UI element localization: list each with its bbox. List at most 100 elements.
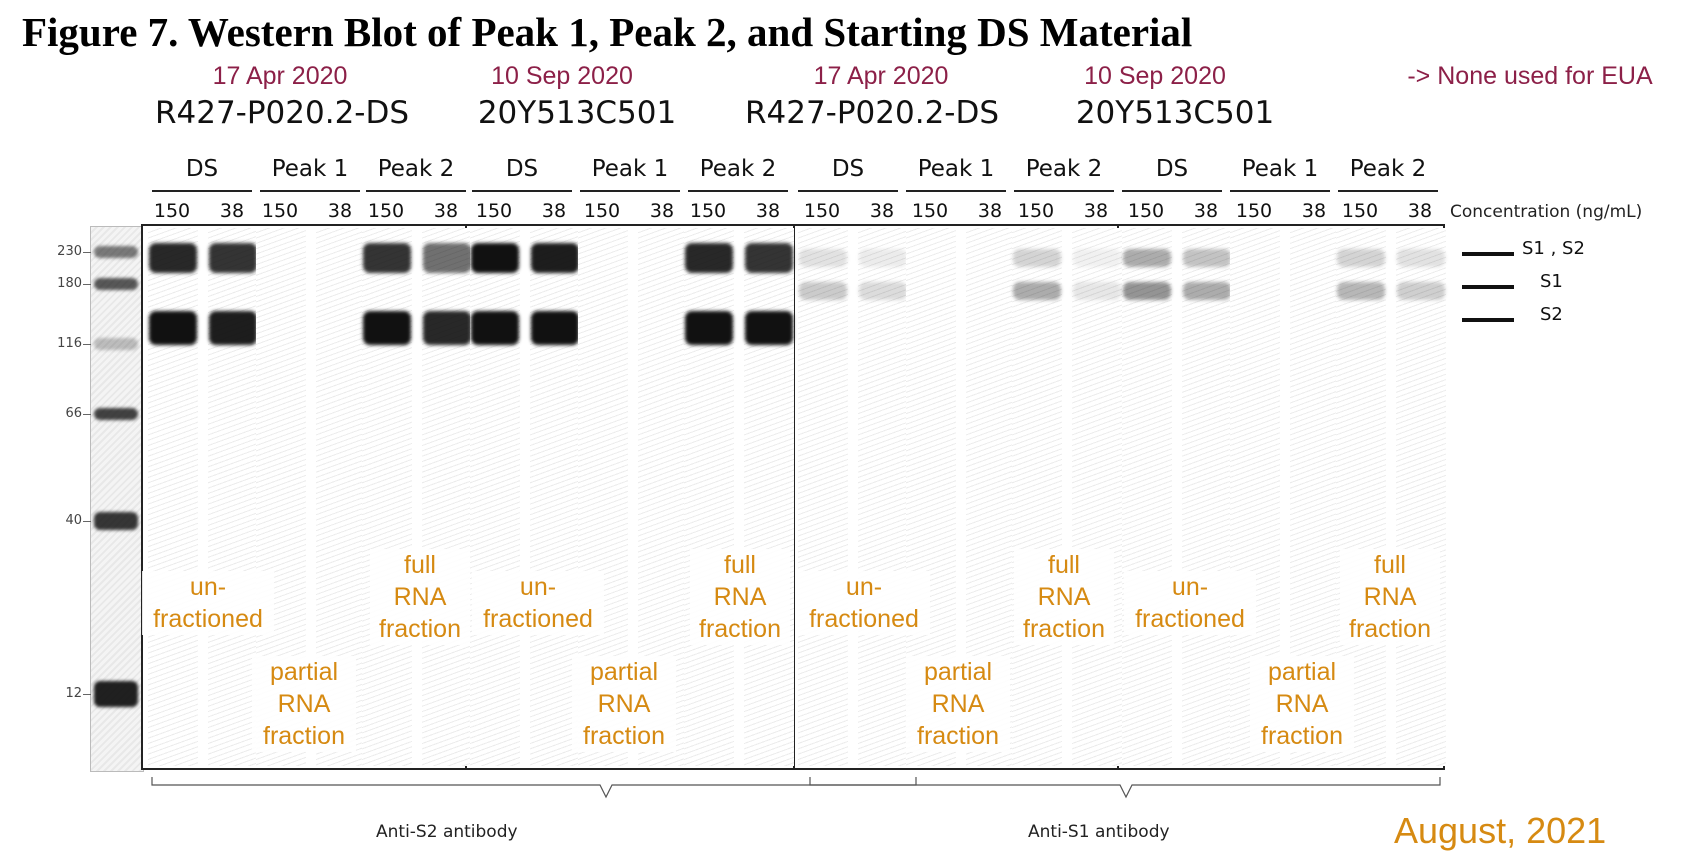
gel-lane xyxy=(208,228,258,766)
eua-note: -> None used for EUA xyxy=(1407,62,1653,90)
arrow-s1 xyxy=(1462,285,1514,289)
group-underline xyxy=(260,190,360,192)
annotation-full-rna-fraction: full RNA fraction xyxy=(1014,549,1114,645)
band-s2 xyxy=(363,311,411,345)
mw-marker-40: 40 xyxy=(65,513,82,528)
band-s2 xyxy=(745,311,793,345)
date-label-1: 17 Apr 2020 xyxy=(212,62,348,90)
group-label: Peak 1 xyxy=(591,156,669,182)
band-s1s2 xyxy=(859,249,907,267)
gel-lane xyxy=(422,228,472,766)
concentration-38: 38 xyxy=(755,200,781,222)
lot-label-1: R427-P020.2-DS xyxy=(154,95,410,131)
band-s1 xyxy=(859,282,907,300)
annotation-unfractioned: un-fractioned xyxy=(142,571,274,635)
band-s1s2 xyxy=(531,243,579,273)
antibody-label-s1: Anti-S1 antibody xyxy=(1028,822,1170,842)
mw-tick xyxy=(83,694,91,695)
group-underline xyxy=(688,190,788,192)
band-s1s2 xyxy=(1073,249,1121,267)
gel-lane xyxy=(1182,228,1232,766)
band-label-s1s2: S1 , S2 xyxy=(1522,238,1585,259)
concentration-38: 38 xyxy=(1407,200,1433,222)
annotation-full-rna-fraction: full RNA fraction xyxy=(690,549,790,645)
mw-tick xyxy=(83,284,91,285)
concentration-38: 38 xyxy=(433,200,459,222)
band-s1s2 xyxy=(423,243,471,273)
group-underline xyxy=(472,190,572,192)
concentration-label: Concentration (ng/mL) xyxy=(1450,202,1643,222)
ladder-band xyxy=(94,338,138,350)
group-underline xyxy=(580,190,680,192)
concentration-38: 38 xyxy=(219,200,245,222)
group-underline xyxy=(1122,190,1222,192)
concentration-150: 150 xyxy=(583,200,621,222)
concentration-38: 38 xyxy=(1083,200,1109,222)
band-s1s2 xyxy=(1013,249,1061,267)
band-s2 xyxy=(209,311,257,345)
band-s1s2 xyxy=(149,243,197,273)
annotation-partial-rna-fraction: partial RNA fraction xyxy=(1250,656,1354,752)
group-underline xyxy=(366,190,466,192)
group-label: Peak 1 xyxy=(917,156,995,182)
gel-lane xyxy=(362,228,412,766)
concentration-150: 150 xyxy=(1235,200,1273,222)
concentration-150: 150 xyxy=(475,200,513,222)
group-underline xyxy=(906,190,1006,192)
gel-lane xyxy=(744,228,794,766)
concentration-38: 38 xyxy=(327,200,353,222)
group-label: Peak 1 xyxy=(1241,156,1319,182)
ladder-band xyxy=(94,408,138,420)
group-label: Peak 2 xyxy=(1349,156,1427,182)
band-s1s2 xyxy=(799,249,847,267)
mw-marker-180: 180 xyxy=(57,276,82,291)
mw-marker-116: 116 xyxy=(57,336,82,351)
band-s1s2 xyxy=(1123,249,1171,267)
ladder-band xyxy=(94,278,138,290)
mw-marker-12: 12 xyxy=(65,686,82,701)
concentration-150: 150 xyxy=(1017,200,1055,222)
gel-lane xyxy=(148,228,198,766)
ladder-band xyxy=(94,246,138,258)
band-s2 xyxy=(423,311,471,345)
date-label-3: 17 Apr 2020 xyxy=(813,62,949,90)
concentration-38: 38 xyxy=(869,200,895,222)
mw-tick xyxy=(83,344,91,345)
ladder-band xyxy=(94,512,138,530)
concentration-150: 150 xyxy=(911,200,949,222)
band-s1 xyxy=(1073,282,1121,300)
annotation-unfractioned: un-fractioned xyxy=(472,571,604,635)
concentration-150: 150 xyxy=(367,200,405,222)
band-s1 xyxy=(1013,282,1061,300)
annotation-full-rna-fraction: full RNA fraction xyxy=(370,549,470,645)
group-label: DS xyxy=(831,156,865,182)
arrow-s1s2 xyxy=(1462,252,1514,256)
concentration-38: 38 xyxy=(1301,200,1327,222)
annotation-partial-rna-fraction: partial RNA fraction xyxy=(906,656,1010,752)
concentration-38: 38 xyxy=(977,200,1003,222)
mw-tick xyxy=(83,521,91,522)
band-s1s2 xyxy=(209,243,257,273)
group-label: DS xyxy=(505,156,539,182)
mw-tick xyxy=(83,252,91,253)
band-s2 xyxy=(531,311,579,345)
gel-lane xyxy=(1396,228,1446,766)
gel-lane xyxy=(1012,228,1062,766)
annotation-unfractioned: un-fractioned xyxy=(1124,571,1256,635)
mw-marker-230: 230 xyxy=(57,244,82,259)
mw-marker-66: 66 xyxy=(65,406,82,421)
band-label-s2: S2 xyxy=(1540,304,1563,325)
group-label: DS xyxy=(185,156,219,182)
band-s1 xyxy=(799,282,847,300)
date-label-2: 10 Sep 2020 xyxy=(491,62,633,90)
annotation-unfractioned: un-fractioned xyxy=(798,571,930,635)
band-s2 xyxy=(149,311,197,345)
band-s1 xyxy=(1337,282,1385,300)
mw-tick xyxy=(83,414,91,415)
band-s1s2 xyxy=(1337,249,1385,267)
group-label: Peak 2 xyxy=(699,156,777,182)
ladder-band xyxy=(94,681,138,707)
lot-label-3: R427-P020.2-DS xyxy=(744,95,1000,131)
gel-lane xyxy=(858,228,908,766)
concentration-150: 150 xyxy=(1127,200,1165,222)
